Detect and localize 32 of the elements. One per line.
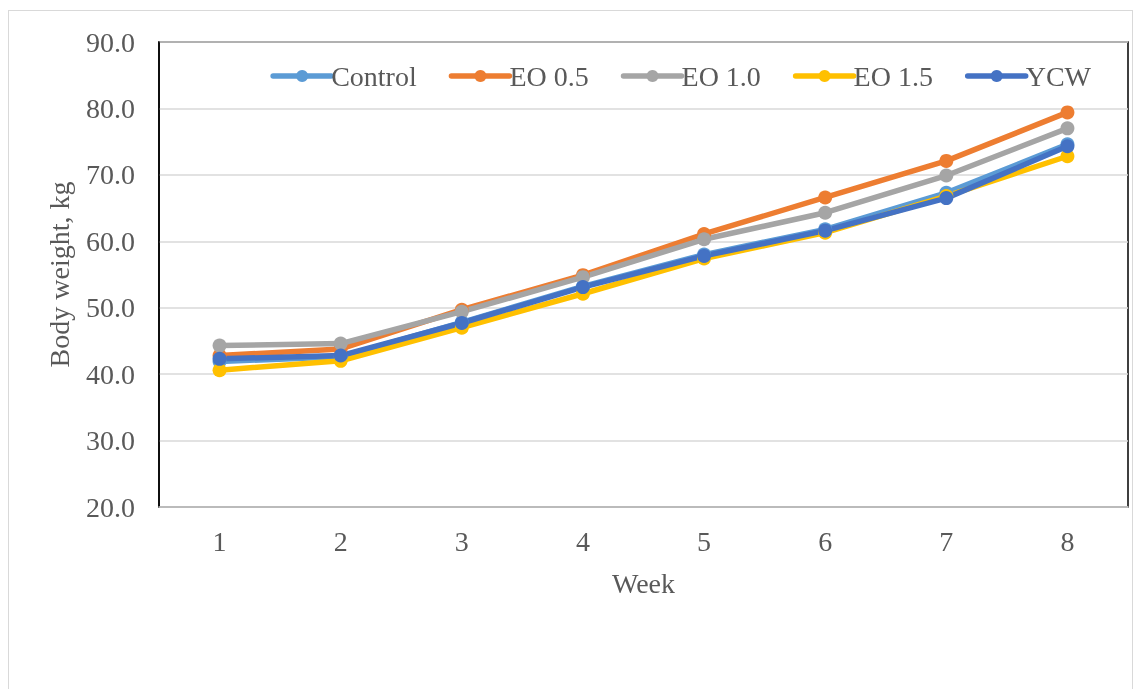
- y-tick-label: 30.0: [86, 425, 135, 457]
- point: [697, 232, 712, 247]
- point: [1060, 105, 1075, 120]
- y-tick-label: 70.0: [86, 159, 135, 191]
- point: [939, 168, 954, 183]
- x-tick-label: 5: [697, 525, 712, 557]
- x-tick-label: 6: [818, 525, 833, 557]
- point: [818, 205, 833, 220]
- x-tick-label: 4: [575, 525, 590, 557]
- y-tick-label: 20.0: [86, 491, 135, 523]
- y-tick-label: 50.0: [86, 292, 135, 324]
- y-tick-label: 40.0: [86, 358, 135, 390]
- legend-label: YCW: [1025, 60, 1092, 92]
- y-tick-label: 90.0: [86, 26, 135, 58]
- point: [212, 338, 227, 353]
- point: [818, 190, 833, 205]
- legend-label: EO 1.5: [853, 60, 933, 92]
- point: [939, 153, 954, 168]
- legend-label: EO 0.5: [509, 60, 589, 92]
- legend-label: EO 1.0: [681, 60, 761, 92]
- point: [1060, 121, 1075, 136]
- y-tick-label: 80.0: [86, 92, 135, 124]
- y-tick-label: 60.0: [86, 225, 135, 257]
- x-tick-label: 2: [333, 525, 348, 557]
- x-tick-label: 1: [212, 525, 227, 557]
- y-axis-title: Body weight, kg: [43, 181, 75, 368]
- x-tick-label: 3: [454, 525, 469, 557]
- x-axis-title: Week: [611, 567, 676, 599]
- x-tick-label: 8: [1060, 525, 1075, 557]
- legend-label: Control: [331, 60, 417, 92]
- x-tick-label: 7: [939, 525, 954, 557]
- point: [333, 336, 348, 351]
